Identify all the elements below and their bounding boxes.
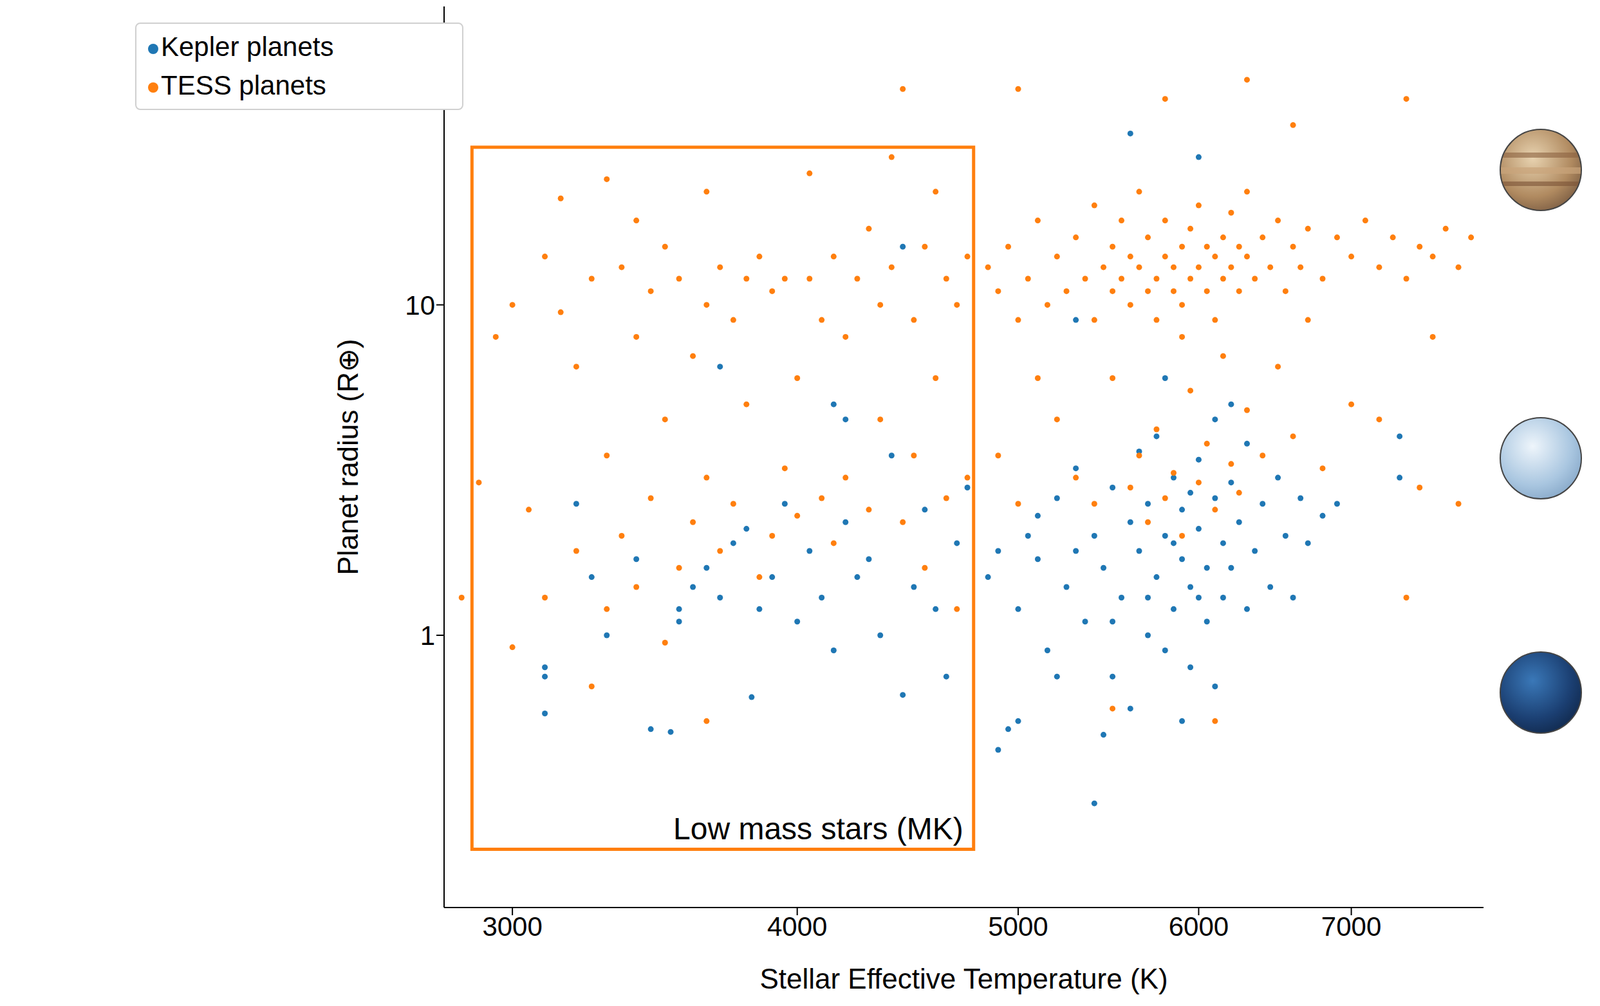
svg-text:10: 10 [404,290,436,321]
svg-text:5000: 5000 [987,911,1048,942]
html-text:TESS planets: TESS planets [160,70,327,101]
svg-text:4000: 4000 [767,911,828,942]
svg-text:3000: 3000 [482,911,542,942]
svg-text:7000: 7000 [1321,911,1382,942]
svg-text:Stellar Effective Temperature: Stellar Effective Temperature (K) [759,962,1168,995]
svg-text:1: 1 [420,620,436,651]
html-text:Kepler planets: Kepler planets [160,31,334,62]
svg-text:Planet radius (R⊕): Planet radius (R⊕) [332,339,364,576]
svg-text:6000: 6000 [1168,911,1229,942]
svg-text:Low mass stars (MK): Low mass stars (MK) [673,811,964,846]
